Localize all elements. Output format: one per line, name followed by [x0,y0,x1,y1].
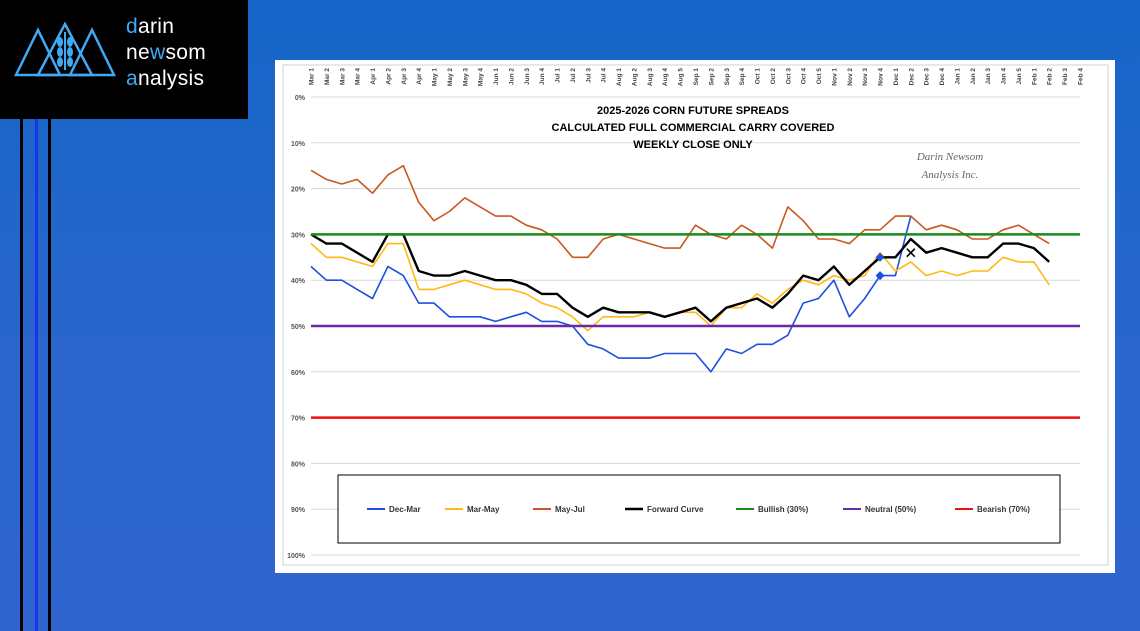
y-tick-label: 50% [291,324,306,331]
x-tick-label: Sep 1 [693,68,700,86]
x-tick-label: Oct 5 [816,68,823,85]
y-tick-label: 60% [291,370,306,377]
x-tick-label: May 4 [478,68,485,86]
x-tick-label: Feb 4 [1078,68,1085,85]
decor-bar-black-1 [20,119,23,631]
x-tick-label: Mar 2 [324,68,331,85]
x-tick-label: Jan 5 [1016,68,1023,85]
x-tick-label: Aug 3 [647,68,654,86]
x-tick-label: Dec 1 [893,68,900,86]
chart-card: 0% 10% 20% 30% 40% 50% 60% 70% 80% 90% 100% Mar 1 Ma… [275,60,1115,573]
x-tick-label: Apr 4 [416,68,423,85]
x-tick-label: Jun 4 [539,68,546,85]
marker-diamond [875,252,885,262]
x-tick-label: Oct 2 [770,68,777,85]
x-tick-label: Jun 1 [493,68,500,85]
logo-line-newsom: newsom [126,41,207,64]
logo-line-darin: darin [126,15,175,38]
x-tick-label: Dec 2 [908,68,915,86]
chart-subtitle: CALCULATED FULL COMMERCIAL CARRY COVERED [552,122,835,134]
x-tick-label: Dec 4 [939,68,946,86]
y-tick-label: 80% [291,461,306,468]
x-tick-label: May 1 [432,68,439,86]
x-tick-label: Jun 2 [508,68,515,85]
x-tick-label: Feb 1 [1031,68,1038,85]
x-tick-label: Feb 2 [1047,68,1054,85]
series-line-may-jul [310,164,1050,259]
x-tick-label: Mar 4 [355,68,362,85]
y-tick-label: 40% [291,278,306,285]
x-tick-label: Jan 3 [985,68,992,85]
logo-wordmark: darin newsom analysis [126,14,206,92]
chart-title: 2025-2026 CORN FUTURE SPREADS [597,105,789,117]
legend-label: Dec-Mar [389,505,421,514]
y-tick-label: 0% [295,95,306,102]
spreads-chart: 0% 10% 20% 30% 40% 50% 60% 70% 80% 90% 100% Mar 1 Ma… [282,64,1109,566]
y-tick-label: 90% [291,507,306,514]
y-tick-label: 20% [291,187,306,194]
x-tick-label: Sep 4 [739,68,746,86]
legend-label: May-Jul [555,505,585,514]
watermark-text: Analysis Inc. [921,169,979,181]
x-tick-label: Apr 3 [401,68,408,85]
x-tick-label: May 2 [447,68,454,86]
x-tick-label: Jul 2 [570,68,577,83]
x-tick-label: Nov 3 [862,68,869,86]
x-tick-label: Aug 2 [631,68,638,86]
x-tick-label: Feb 3 [1062,68,1069,85]
x-tick-label: Jan 4 [1001,68,1008,85]
x-tick-label: Apr 1 [370,68,377,85]
x-tick-label: Nov 4 [878,68,885,86]
y-tick-label: 30% [291,232,306,239]
x-tick-label: Aug 4 [662,68,669,86]
x-tick-label: Mar 1 [309,68,316,85]
x-tick-label: Jul 4 [601,68,608,83]
marker-diamond [875,271,885,281]
x-tick-label: Jun 3 [524,68,531,85]
decor-bar-black-2 [48,119,51,631]
legend-label: Bearish (70%) [977,505,1030,514]
x-tick-label: Sep 2 [708,68,715,86]
series-line-dec-mar [310,215,912,373]
logo: darin newsom analysis [0,0,248,119]
x-tick-label: Oct 3 [785,68,792,85]
chart-frame [282,64,1109,566]
x-tick-label: Sep 3 [724,68,731,86]
x-tick-label: Jul 3 [585,68,592,83]
watermark-text: Darin Newsom [916,151,983,163]
legend-label: Forward Curve [647,505,704,514]
legend-label: Mar-May [467,505,500,514]
x-tick-label: Mar 3 [339,68,346,85]
x-tick-label: Jul 1 [555,68,562,83]
x-tick-label: Dec 3 [924,68,931,86]
legend-label: Neutral (50%) [865,505,916,514]
decor-bar-blue [35,119,38,631]
mountain-wheat-icon [14,22,116,77]
x-tick-label: Jan 1 [954,68,961,85]
x-tick-label: Jan 2 [970,68,977,85]
y-tick-label: 10% [291,141,306,148]
series-line-mar-may [310,242,1050,332]
y-tick-label: 100% [287,553,306,560]
x-tick-label: Apr 2 [385,68,392,85]
x-tick-label: Oct 1 [755,68,762,85]
y-tick-label: 70% [291,416,306,423]
x-tick-label: May 3 [462,68,469,86]
x-tick-label: Oct 4 [801,68,808,85]
series-line-forward-curve [310,233,1051,323]
x-tick-label: Nov 1 [831,68,838,86]
x-tick-label: Aug 1 [616,68,623,86]
marker-x [906,248,916,258]
logo-line-analysis: analysis [126,67,205,90]
x-tick-label: Aug 5 [678,68,685,86]
chart-subtitle: WEEKLY CLOSE ONLY [633,139,753,151]
x-tick-label: Nov 2 [847,68,854,86]
legend-label: Bullish (30%) [758,505,809,514]
